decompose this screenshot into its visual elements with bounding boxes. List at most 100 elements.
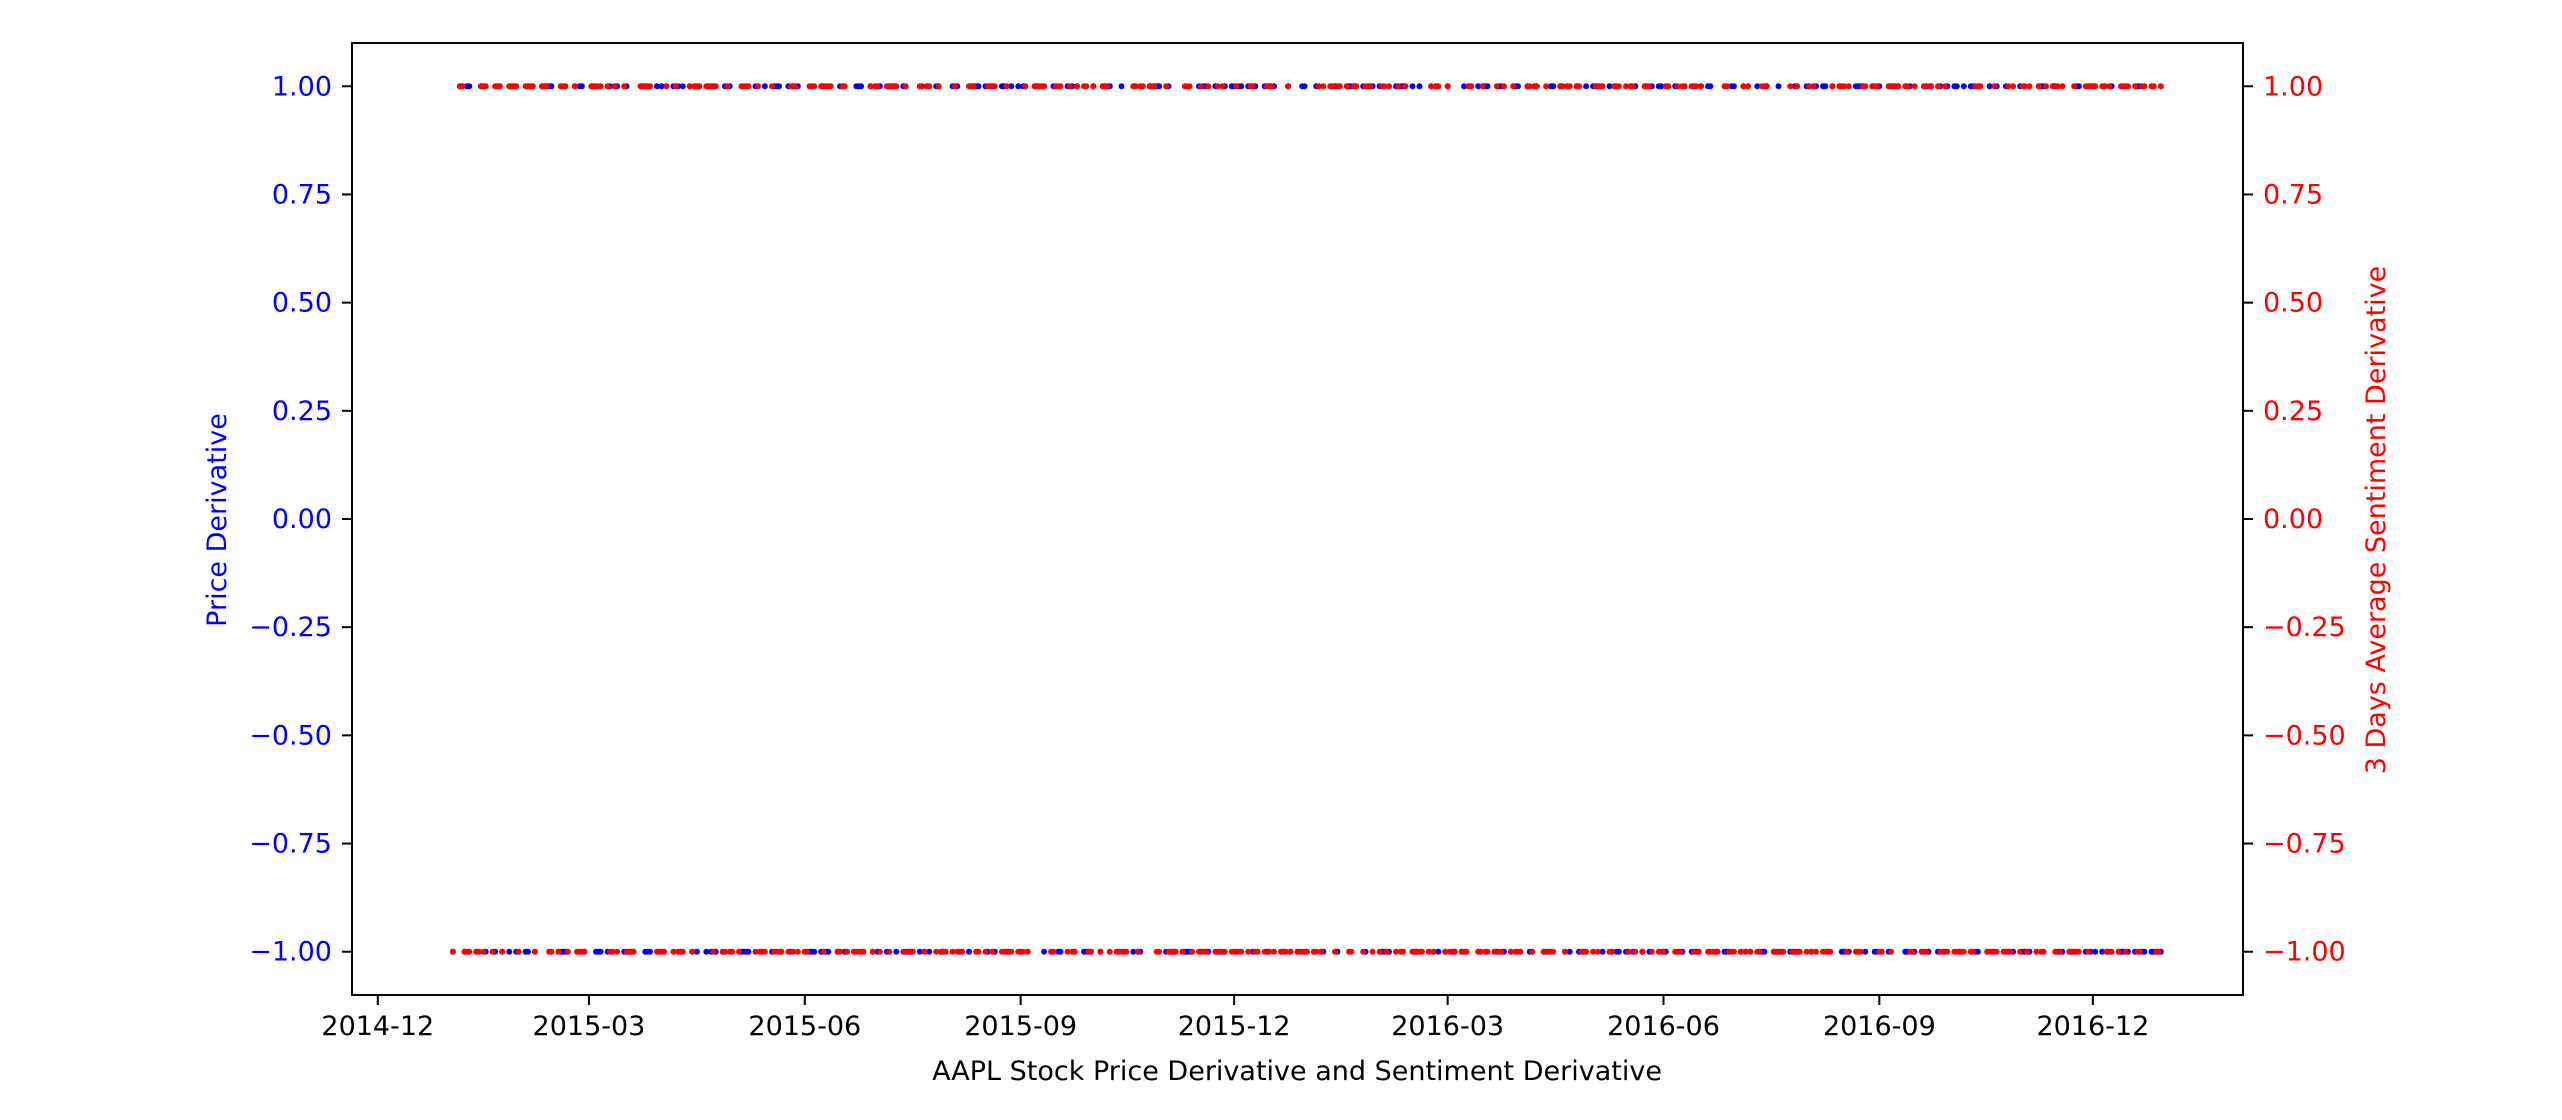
data-point <box>1939 948 1946 955</box>
data-point <box>1730 948 1737 955</box>
data-point <box>2141 948 2148 955</box>
data-point <box>2150 83 2157 90</box>
data-point <box>663 83 670 90</box>
data-point <box>1156 83 1163 90</box>
right-tick-label: −1.00 <box>2263 937 2346 968</box>
data-point <box>1332 948 1338 955</box>
right-tick-label: 0.50 <box>2263 288 2323 319</box>
data-point <box>543 83 550 90</box>
data-point <box>1808 948 1815 955</box>
right-y-axis-label: 3 Days Average Sentiment Derivative <box>2361 266 2392 775</box>
data-point <box>1261 948 1268 955</box>
data-point <box>2033 948 2040 955</box>
data-point <box>919 83 926 90</box>
data-point <box>1562 948 1568 955</box>
data-point <box>785 948 792 955</box>
data-point <box>1320 83 1327 90</box>
data-point <box>1066 83 1073 90</box>
data-point <box>2042 83 2049 90</box>
data-point <box>991 83 998 90</box>
data-point <box>2057 948 2063 955</box>
data-point <box>1282 948 1289 955</box>
data-point <box>729 948 736 955</box>
data-point <box>769 83 775 90</box>
data-point <box>2024 948 2031 955</box>
data-point <box>1742 948 1749 955</box>
data-point <box>1444 83 1451 90</box>
data-point <box>581 948 588 955</box>
right-tick-label: −0.75 <box>2263 829 2346 860</box>
data-point <box>506 948 513 955</box>
data-point <box>792 83 799 90</box>
left-tick-label: 0.00 <box>272 504 332 535</box>
data-point <box>1008 83 1015 90</box>
data-point <box>1942 83 1948 90</box>
data-point <box>1707 83 1714 90</box>
data-point <box>1775 83 1782 90</box>
data-point <box>1583 948 1590 955</box>
data-point <box>466 83 473 90</box>
data-point <box>811 948 818 955</box>
data-point <box>1632 948 1639 955</box>
data-point <box>1041 948 1048 955</box>
data-point <box>2103 948 2110 955</box>
data-point <box>1221 948 1228 955</box>
data-point <box>2071 83 2078 90</box>
data-point <box>1057 948 1064 955</box>
data-point <box>818 83 825 90</box>
data-point <box>1606 83 1613 90</box>
data-point <box>1878 948 1885 955</box>
data-point <box>1386 83 1392 90</box>
data-point <box>1287 948 1294 955</box>
data-point <box>1895 83 1902 90</box>
data-point <box>989 948 996 955</box>
data-point <box>578 83 585 90</box>
data-point <box>1559 83 1566 90</box>
data-point <box>1015 83 1022 90</box>
left-y-axis-ticks: −1.00 −0.75 −0.50 −0.25 0.00 0.25 0.50 0.75 1.00 <box>249 71 352 968</box>
data-point <box>1904 83 1911 90</box>
data-point <box>513 83 520 90</box>
data-point <box>1935 83 1941 90</box>
data-point <box>787 83 794 90</box>
data-point <box>1693 83 1700 90</box>
data-point <box>1484 83 1491 90</box>
data-point <box>1843 948 1850 955</box>
data-point <box>1822 83 1829 90</box>
data-point <box>900 948 907 955</box>
data-point <box>672 83 679 90</box>
data-point <box>987 83 994 90</box>
data-point <box>1953 83 1960 90</box>
data-point <box>1754 83 1761 90</box>
data-point <box>1212 948 1219 955</box>
data-point <box>1219 83 1226 90</box>
data-point <box>2136 948 2143 955</box>
data-point <box>1303 948 1310 955</box>
data-point <box>1186 83 1193 90</box>
data-point <box>670 948 677 955</box>
data-point <box>935 83 942 90</box>
data-point <box>1583 83 1590 90</box>
data-point <box>1020 948 1026 955</box>
data-point <box>1737 948 1744 955</box>
x-tick-label: 2016-03 <box>1391 1011 1504 1042</box>
data-point <box>2003 948 2009 955</box>
data-point <box>1435 83 1442 90</box>
data-point <box>1461 83 1468 90</box>
data-point <box>1960 83 1967 90</box>
data-point <box>893 948 900 955</box>
data-point <box>959 948 965 955</box>
data-point <box>869 948 876 955</box>
data-point <box>1179 948 1186 955</box>
data-point <box>647 83 653 90</box>
data-point <box>1594 948 1601 955</box>
data-point <box>966 948 972 955</box>
right-y-axis-ticks: −1.00 −0.75 −0.50 −0.25 0.00 0.25 0.50 0.75 1.00 <box>2243 71 2346 968</box>
data-point <box>1566 83 1573 90</box>
data-point <box>1233 83 1240 90</box>
data-point <box>1787 83 1794 90</box>
data-point <box>1763 83 1770 90</box>
data-point <box>1974 948 1981 955</box>
data-point <box>1435 948 1442 955</box>
